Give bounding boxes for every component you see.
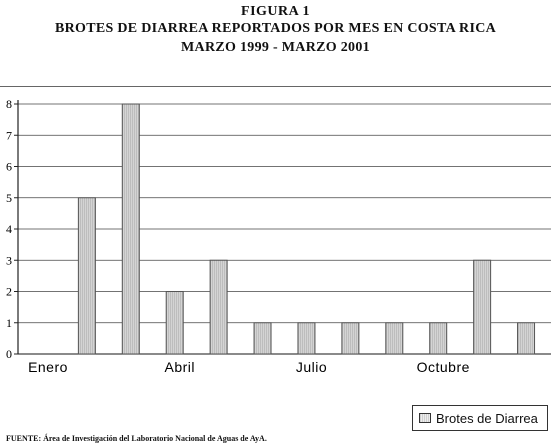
y-tick-label-3: 3	[6, 253, 12, 267]
y-tick-label-6: 6	[6, 160, 12, 174]
x-tick-label-abril: Abril	[164, 359, 195, 375]
bar-julio	[297, 322, 316, 355]
y-tick-label-5: 5	[6, 191, 12, 205]
y-tick-label-7: 7	[6, 128, 12, 142]
y-tick-label-0: 0	[6, 347, 12, 361]
bar-marzo	[121, 103, 140, 355]
bar-junio	[253, 322, 272, 355]
x-tick-label-julio: Julio	[296, 359, 327, 375]
bar-agosto	[341, 322, 360, 355]
source-note: FUENTE: Área de Investigación del Labora…	[6, 434, 267, 443]
bar-noviembre	[473, 259, 492, 355]
y-tick-label-2: 2	[6, 285, 12, 299]
y-tick-label-8: 8	[6, 97, 12, 111]
x-tick-label-enero: Enero	[28, 359, 68, 375]
chart-title: BROTES DE DIARREA REPORTADOS POR MES EN …	[54, 21, 497, 36]
legend-label: Brotes de Diarrea	[436, 410, 538, 426]
x-tick-label-octubre: Octubre	[417, 359, 470, 375]
bar-diciembre	[517, 322, 536, 355]
bar-mayo	[209, 259, 228, 355]
y-tick-label-4: 4	[6, 222, 12, 236]
top-border-line	[0, 86, 551, 87]
bar-septiembre	[385, 322, 404, 355]
figure-label: FIGURA 1	[241, 4, 310, 19]
bar-febrero	[77, 197, 96, 355]
bar-abril	[165, 291, 184, 355]
bar-chart: 0 1 2 3 4 5 6 7 8 Enero Abril Julio Octubre	[6, 97, 551, 375]
y-tick-label-1: 1	[6, 316, 12, 330]
bar-octubre	[429, 322, 448, 355]
legend-swatch	[419, 413, 431, 423]
chart-legend: Brotes de Diarrea	[412, 405, 548, 431]
chart-subtitle: MARZO 1999 - MARZO 2001	[181, 40, 370, 55]
